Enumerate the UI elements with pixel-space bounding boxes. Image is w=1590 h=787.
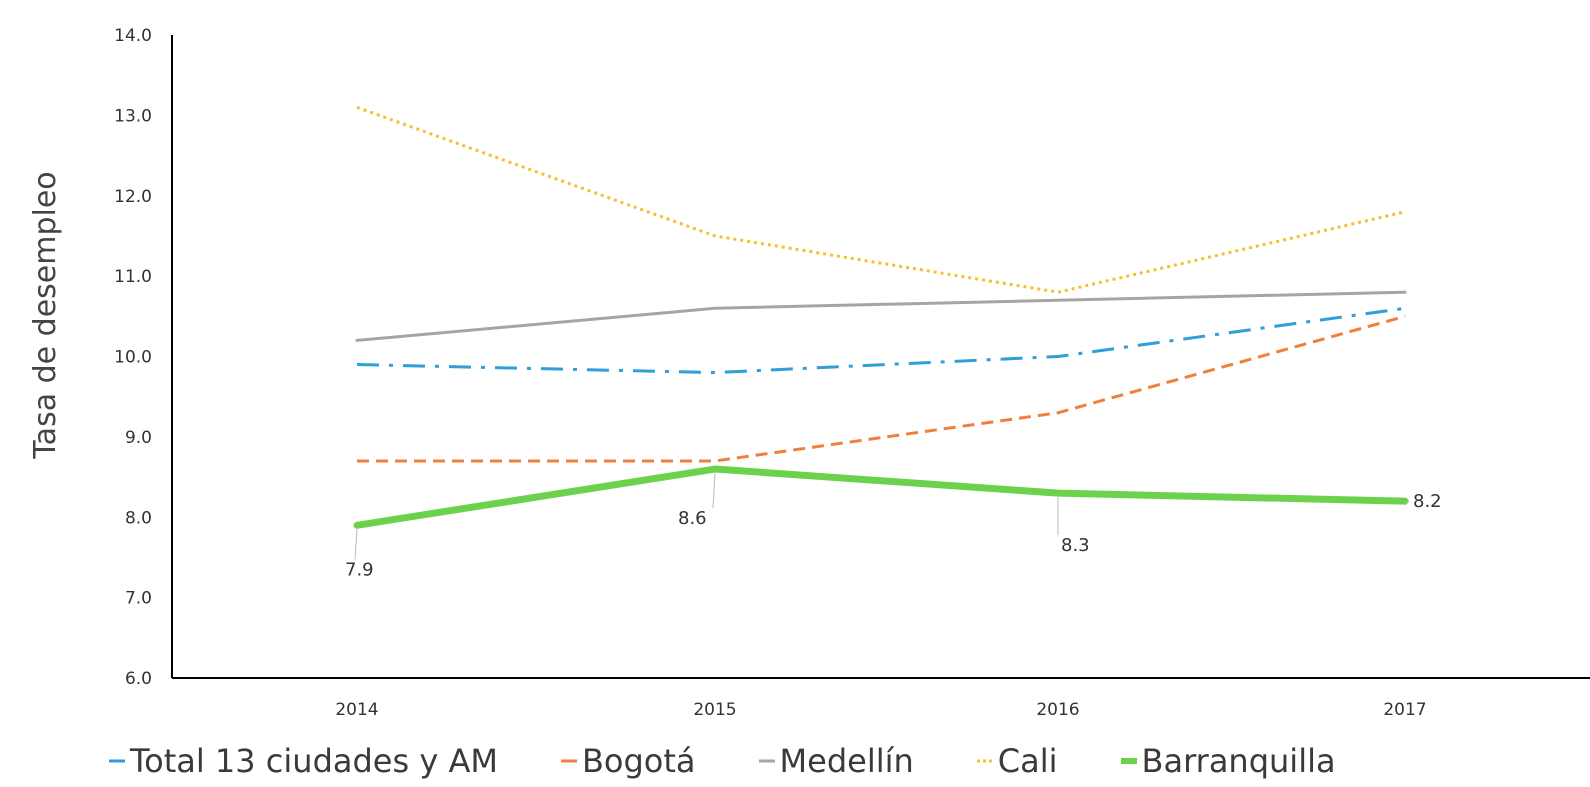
y-tick-label: 13.0 (114, 106, 152, 126)
legend-swatch (1120, 758, 1137, 764)
y-tick-label: 14.0 (114, 26, 152, 46)
data-label: 8.3 (1061, 535, 1090, 556)
data-labels: 7.9 8.6 8.3 8.2 (345, 472, 1442, 580)
y-tick-label: 9.0 (125, 428, 152, 448)
x-tick-label: 2015 (693, 700, 736, 720)
legend-label: Cali (997, 742, 1058, 780)
y-tick-label: 12.0 (114, 187, 152, 207)
legend-item: Bogotá (560, 742, 696, 780)
data-label: 8.6 (678, 508, 707, 529)
y-tick-label: 6.0 (125, 669, 152, 689)
y-tick-label: 10.0 (114, 348, 152, 368)
legend-item: Medellín (758, 742, 914, 780)
legend-item: Barranquilla (1120, 742, 1336, 780)
data-label-leader (712, 472, 716, 509)
series-line-bogot- (357, 314, 1406, 463)
y-tick-labels: 6.0 7.0 8.0 9.0 10.0 11.0 12.0 13.0 14.0 (114, 26, 152, 689)
y-axis-title: Tasa de desempleo (28, 171, 63, 459)
x-tick-labels: 2014 2015 2016 2017 (335, 700, 1426, 720)
series-line-barranquilla (353, 465, 1409, 529)
x-tick-label: 2014 (335, 700, 378, 720)
x-tick-label: 2017 (1383, 700, 1426, 720)
series-line-cali (356, 105, 1406, 294)
y-tick-label: 8.0 (125, 508, 152, 528)
legend-item: Total 13 ciudades y AM (108, 742, 498, 780)
legend-swatch (560, 759, 577, 763)
legend-swatch (976, 759, 993, 763)
x-tick-label: 2016 (1036, 700, 1079, 720)
y-tick-label: 7.0 (125, 589, 152, 609)
data-label-leader (354, 529, 358, 560)
line-chart: Tasa de desempleo 6.0 7.0 8.0 9.0 10.0 11.0 12… (28, 26, 1590, 720)
series-line-total-13-ciudades-y-am (356, 306, 1406, 375)
legend-label: Total 13 ciudades y AM (130, 742, 498, 780)
legend-swatch (758, 759, 775, 763)
series-lines (353, 105, 1409, 529)
data-label-leader (1404, 500, 1410, 506)
legend-label: Medellín (779, 742, 914, 780)
legend: Total 13 ciudades y AM Bogotá Medellín Cali… (108, 735, 1398, 787)
y-tick-label: 11.0 (114, 267, 152, 287)
legend-item: Cali (976, 742, 1058, 780)
series-line-medell-n (355, 290, 1407, 342)
data-label: 7.9 (345, 559, 374, 580)
data-label: 8.2 (1413, 491, 1442, 512)
legend-swatch (109, 759, 125, 763)
legend-label: Bogotá (581, 742, 696, 780)
legend-label: Barranquilla (1141, 742, 1336, 780)
